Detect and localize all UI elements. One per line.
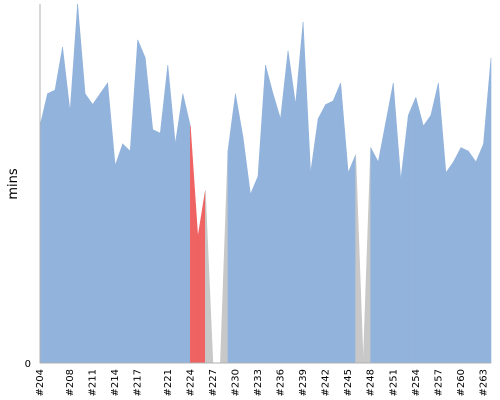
x-tick-label: #260: [456, 369, 467, 396]
area-segment-success: [430, 82, 439, 364]
x-tick-label: #211: [88, 369, 99, 396]
area-segment-success: [235, 93, 244, 364]
area-segment-success: [302, 21, 311, 364]
area-segment-success: [377, 122, 387, 364]
area-segment-success: [69, 3, 78, 364]
area-segment-success: [287, 50, 296, 364]
area-segment-success: [475, 143, 484, 364]
area-segment-success: [400, 115, 409, 364]
area-segment-success: [227, 93, 236, 364]
x-tick-label: #245: [343, 369, 354, 396]
area-segment-success: [167, 65, 176, 364]
area-segment-success: [325, 100, 334, 364]
area-segment-success: [99, 82, 108, 364]
x-tick-label: #208: [65, 369, 76, 396]
area-segment-success: [385, 82, 394, 364]
y-tick-label: 0: [25, 359, 31, 370]
x-tick-label: #230: [230, 369, 241, 396]
area-segment-success: [317, 104, 326, 364]
area-segment-success: [84, 92, 93, 364]
area-segment-success: [47, 89, 56, 364]
area-segment-aborted: [362, 147, 372, 364]
x-tick-label: #242: [321, 369, 332, 396]
area-segment-aborted: [355, 154, 364, 364]
x-tick-label: #254: [411, 369, 422, 396]
area-segment-success: [39, 93, 48, 364]
area-segment-success: [242, 136, 251, 364]
x-tick-labels: #204 #208 #211 #214 #217 #221 #224 #227 #230 #233…: [35, 369, 489, 396]
area-segment-success: [415, 97, 424, 364]
plot-area: [39, 3, 492, 364]
x-tick-label: #224: [185, 369, 196, 396]
x-tick-label: #263: [478, 369, 489, 396]
area-segment-aborted: [220, 151, 229, 364]
area-segment-success: [483, 57, 492, 364]
area-segment-failure: [197, 190, 206, 364]
area-segment-success: [175, 93, 184, 364]
x-tick-label: #236: [276, 369, 287, 396]
area-segment-success: [347, 154, 357, 364]
x-tick-label: #239: [298, 369, 309, 396]
area-segment-success: [370, 147, 379, 364]
area-segment-success: [332, 82, 341, 364]
x-tick-label: #248: [366, 369, 377, 396]
area-segment-success: [107, 82, 116, 364]
area-segment-success: [182, 93, 191, 364]
area-segment-aborted: [205, 190, 214, 364]
area-segment-success: [438, 82, 447, 364]
x-tick-label: #233: [253, 369, 264, 396]
area-segment-success: [62, 47, 71, 364]
x-tick-label: #204: [35, 369, 46, 396]
x-tick-label: #227: [208, 369, 219, 396]
area-segment-success: [423, 114, 432, 364]
area-segment-success: [114, 143, 123, 364]
x-tick-label: #257: [433, 369, 444, 396]
area-segment-success: [272, 93, 281, 364]
y-axis-label: mins: [6, 168, 21, 200]
area-segment-success: [460, 147, 469, 364]
area-segment-success: [468, 150, 477, 364]
area-segment-success: [310, 118, 319, 364]
area-segment-success: [295, 21, 304, 364]
area-segment-success: [144, 57, 154, 364]
x-tick-label: #221: [163, 369, 174, 396]
area-segment-success: [77, 3, 86, 364]
area-segment-success: [340, 82, 349, 364]
area-segment-success: [159, 64, 169, 364]
x-tick-label: #251: [388, 369, 399, 396]
x-tick-label: #214: [110, 369, 121, 396]
area-segment-success: [122, 143, 131, 364]
area-segment-success: [257, 65, 266, 364]
x-tick-label: #217: [133, 369, 144, 396]
area-segment-success: [250, 176, 259, 364]
area-segment-success: [280, 50, 289, 364]
area-segment-success: [92, 92, 101, 364]
area-segment-success: [265, 64, 274, 364]
area-segment-success: [392, 82, 402, 364]
area-segment-success: [453, 147, 462, 364]
area-segment-success: [54, 47, 63, 364]
area-segment-success: [152, 129, 161, 364]
area-segment-success: [445, 161, 454, 364]
area-segment-success: [408, 97, 417, 364]
area-segment-success: [137, 39, 146, 364]
area-segment-success: [129, 39, 139, 364]
area-segment-failure: [190, 126, 199, 364]
